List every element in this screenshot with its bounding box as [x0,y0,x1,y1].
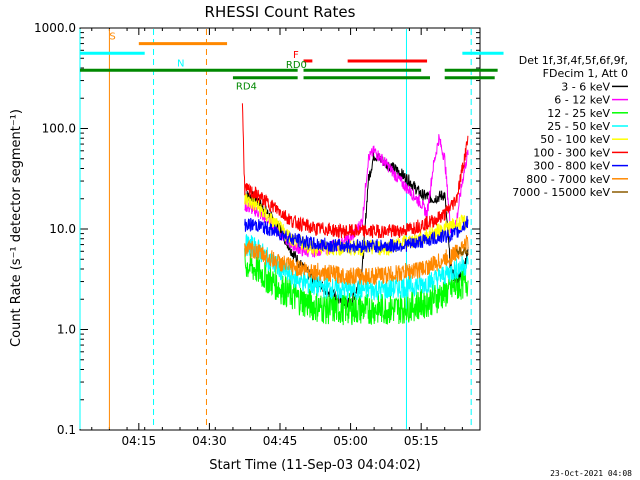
legend-entry-label: 6 - 12 keV [554,94,610,107]
series-800-7000-kev-line [244,235,469,286]
y-tick-label: 10.0 [49,222,76,236]
legend-entry-label: 12 - 25 keV [547,107,610,120]
status-label-rd0: RD0 [286,60,307,71]
series-25-50-kev-line [244,234,469,301]
legend: Det 1f,3f,4f,5f,6f,9f,FDecim 1, Att 03 -… [512,54,628,199]
legend-entry-label: 7000 - 15000 keV [512,186,610,199]
x-tick-label: 05:15 [404,434,439,448]
x-tick-label: 05:00 [333,434,368,448]
series-12-25-kev-line [244,248,469,326]
legend-entry-label: 800 - 7000 keV [526,173,610,186]
legend-entry-label: 3 - 6 keV [561,80,610,93]
legend-header: Det 1f,3f,4f,5f,6f,9f, [519,54,628,67]
x-tick-label: 04:30 [192,434,227,448]
series-100-300-kev-line [241,103,469,239]
legend-entry-label: 25 - 50 keV [547,120,610,133]
legend-entry-label: 300 - 800 keV [533,160,610,173]
status-label-f: F [293,50,299,61]
status-label-rd4: RD4 [236,82,257,93]
status-label-s: S [109,32,115,43]
y-tick-label: 1.0 [57,323,76,337]
plot-area: 04:15 04:30 04:45 05:00 05:15 0.1 1.0 10.0 100.0… [34,21,504,448]
legend-entry-label: 50 - 100 keV [540,133,610,146]
status-label-n: N [177,58,184,69]
series-7000-15000-kev-line [456,246,469,257]
x-axis-label: Start Time (11-Sep-03 04:04:02) [209,458,420,473]
y-tick-label: 1000.0 [34,21,76,35]
x-tick-label: 04:45 [263,434,298,448]
legend-entry-label: 100 - 300 keV [533,146,610,159]
y-axis-label: Count Rate (s⁻¹ detector segment⁻¹) [9,109,24,347]
chart-title: RHESSI Count Rates [205,3,356,21]
footer-timestamp: 23-Oct-2021 04:08 [550,469,632,478]
series-300-800-kev-line [244,215,469,253]
x-tick-label: 04:15 [122,434,157,448]
y-tick-label: 100.0 [42,122,76,136]
y-tick-label: 0.1 [57,423,76,437]
legend-header: FDecim 1, Att 0 [543,67,628,80]
